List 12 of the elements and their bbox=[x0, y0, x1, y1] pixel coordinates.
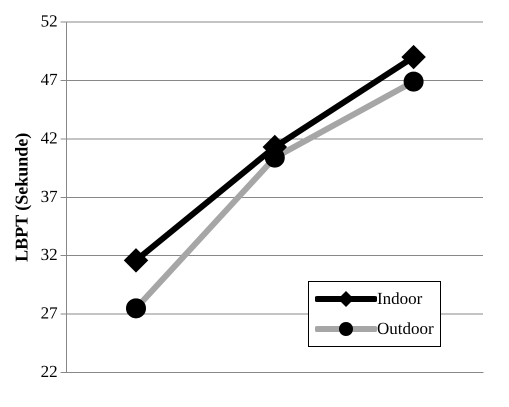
y-tick-label: 52 bbox=[40, 11, 58, 30]
y-tick-label: 42 bbox=[40, 128, 58, 148]
legend-label: Outdoor bbox=[377, 318, 434, 339]
y-tick-label: 32 bbox=[40, 245, 58, 264]
point bbox=[402, 46, 425, 68]
legend-label: Indoor bbox=[377, 288, 422, 309]
point bbox=[125, 249, 147, 272]
y-tick-label: 37 bbox=[40, 186, 58, 206]
y-axis-title: LBPT (Sekunde) bbox=[11, 132, 32, 262]
y-tick-label: 27 bbox=[40, 304, 58, 323]
y-tick-label: 47 bbox=[40, 70, 58, 89]
y-tick-label: 22 bbox=[40, 362, 58, 382]
